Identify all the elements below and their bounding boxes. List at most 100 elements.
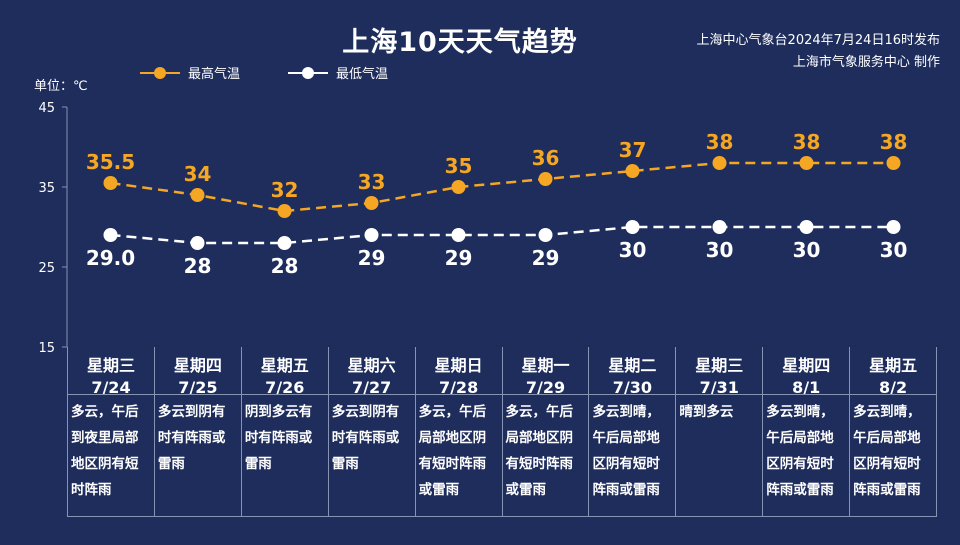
- weather-description: 多云，午后局部地区阴有短时阵雨或雷雨: [501, 394, 589, 516]
- legend-high-marker: [140, 66, 180, 79]
- legend-high: 最高气温: [140, 63, 240, 82]
- table-bottom-border: [67, 516, 937, 517]
- high-temp-label: 36: [532, 146, 560, 170]
- low-temp-point: [712, 220, 727, 234]
- page-title: 上海10天天气趋势: [342, 27, 578, 58]
- weather-description: 多云到阴有时有阵雨或雷雨: [153, 394, 241, 516]
- high-temp-label: 33: [358, 170, 386, 194]
- day-header-cell: 星期六 7/27: [327, 347, 415, 397]
- issuer-line-1: 上海中心气象台2024年7月24日16时发布: [696, 33, 940, 48]
- high-temp-point: [190, 188, 205, 202]
- weather-description: 多云到晴，午后局部地区阴有短时阵雨或雷雨: [849, 394, 938, 516]
- high-temp-label: 38: [706, 130, 734, 154]
- high-temp-point: [364, 196, 379, 210]
- low-temp-point: [538, 228, 553, 242]
- y-tick-label: 45: [38, 101, 55, 116]
- high-temp-line: [110, 161, 894, 213]
- legend-low: 最低气温: [288, 63, 388, 82]
- y-tick-label: 25: [38, 261, 55, 276]
- low-temp-label: 28: [184, 254, 212, 278]
- high-temp-point: [103, 176, 118, 190]
- weekday-label: 星期二: [608, 356, 657, 375]
- weekday-label: 星期四: [782, 356, 831, 375]
- weather-description: 多云，午后局部地区阴有短时阵雨或雷雨: [414, 394, 502, 516]
- legend-low-label: 最低气温: [336, 67, 389, 82]
- weekday-label: 星期五: [260, 356, 309, 375]
- low-temp-line: [110, 225, 894, 245]
- high-temp-label: 37: [619, 138, 647, 162]
- weather-description: 多云到晴，午后局部地区阴有短时阵雨或雷雨: [762, 394, 850, 516]
- weekday-label: 星期日: [434, 356, 483, 375]
- high-temp-label: 35: [445, 154, 473, 178]
- legend-high-label: 最高气温: [188, 67, 241, 82]
- date-label: 7/29: [525, 378, 566, 397]
- description-row: 多云，午后到夜里局部地区阴有短时阵雨 多云到阴有时有阵雨或雷雨 阴到多云有时有阵雨或…: [67, 394, 938, 516]
- day-header-cell: 星期一 7/29: [501, 347, 589, 397]
- low-temp-label: 29: [358, 246, 386, 270]
- day-header-cell: 星期五 7/26: [240, 347, 328, 397]
- day-header-cell: 星期四 7/25: [153, 347, 241, 397]
- low-temp-label: 29: [445, 246, 473, 270]
- weekday-label: 星期一: [521, 356, 570, 375]
- unit-label: 单位：℃: [34, 79, 88, 94]
- date-label: 7/25: [178, 378, 218, 397]
- date-label: 7/30: [612, 378, 653, 397]
- weather-description: 多云到晴，午后局部地区阴有短时阵雨或雷雨: [588, 394, 676, 516]
- high-temp-label: 35.5: [86, 150, 135, 174]
- high-temp-point: [625, 164, 640, 178]
- date-label: 7/31: [699, 378, 739, 397]
- day-header-cell: 星期四 8/1: [762, 347, 849, 397]
- date-label: 7/27: [352, 378, 392, 397]
- day-header-row: 星期三 7/24 星期四 7/25 星期五 7/26 星期六 7/27 星期日 7/28 星期一 7/…: [67, 347, 938, 397]
- y-tick-label: 15: [38, 341, 55, 356]
- issuer-line-2: 上海市气象服务中心 制作: [792, 55, 940, 70]
- low-temp-label: 30: [880, 238, 908, 262]
- low-temp-point: [451, 228, 466, 242]
- low-temp-point: [277, 236, 292, 250]
- low-temp-label: 29.0: [86, 246, 135, 270]
- issuer-info: 上海中心气象台2024年7月24日16时发布 上海市气象服务中心 制作: [697, 30, 940, 74]
- high-temp-point: [799, 156, 814, 170]
- high-temp-label: 38: [793, 130, 821, 154]
- weather-description: 多云，午后到夜里局部地区阴有短时阵雨: [67, 394, 154, 516]
- weekday-label: 星期六: [347, 356, 396, 375]
- legend: 最高气温 最低气温: [140, 63, 388, 82]
- high-temp-point: [277, 204, 292, 218]
- day-header-cell: 星期五 8/2: [849, 347, 938, 397]
- weather-description: 多云到阴有时有阵雨或雷雨: [327, 394, 415, 516]
- date-label: 8/1: [792, 378, 821, 397]
- low-temp-label: 30: [793, 238, 821, 262]
- high-temp-label: 32: [271, 178, 299, 202]
- high-temp-point: [451, 180, 466, 194]
- day-header-cell: 星期三 7/31: [675, 347, 762, 397]
- date-label: 7/26: [265, 378, 305, 397]
- low-temp-point: [886, 220, 901, 234]
- date-label: 7/24: [91, 378, 131, 397]
- day-header-cell: 星期二 7/30: [588, 347, 675, 397]
- low-temp-label: 30: [619, 238, 647, 262]
- high-temp-label: 34: [184, 162, 212, 186]
- high-temp-point: [886, 156, 901, 170]
- date-label: 8/2: [879, 378, 908, 397]
- low-temp-point: [103, 228, 118, 242]
- weather-description: 晴到多云: [675, 394, 763, 516]
- day-header-cell: 星期三 7/24: [67, 347, 154, 397]
- y-tick-label: 35: [38, 181, 55, 196]
- low-temp-label: 30: [706, 238, 734, 262]
- weather-description: 阴到多云有时有阵雨或雷雨: [240, 394, 328, 516]
- low-temp-label: 28: [271, 254, 299, 278]
- legend-low-marker: [288, 66, 329, 79]
- weekday-label: 星期五: [869, 356, 918, 375]
- high-temp-point: [712, 156, 727, 170]
- day-header-cell: 星期日 7/28: [414, 347, 502, 397]
- weekday-label: 星期三: [86, 356, 135, 375]
- weekday-label: 星期三: [695, 356, 744, 375]
- date-label: 7/28: [438, 378, 479, 397]
- weekday-label: 星期四: [173, 356, 222, 375]
- high-temp-label: 38: [880, 130, 908, 154]
- low-temp-label: 29: [532, 246, 560, 270]
- high-temp-point: [538, 172, 553, 186]
- low-temp-point: [190, 236, 205, 250]
- low-temp-point: [799, 220, 814, 234]
